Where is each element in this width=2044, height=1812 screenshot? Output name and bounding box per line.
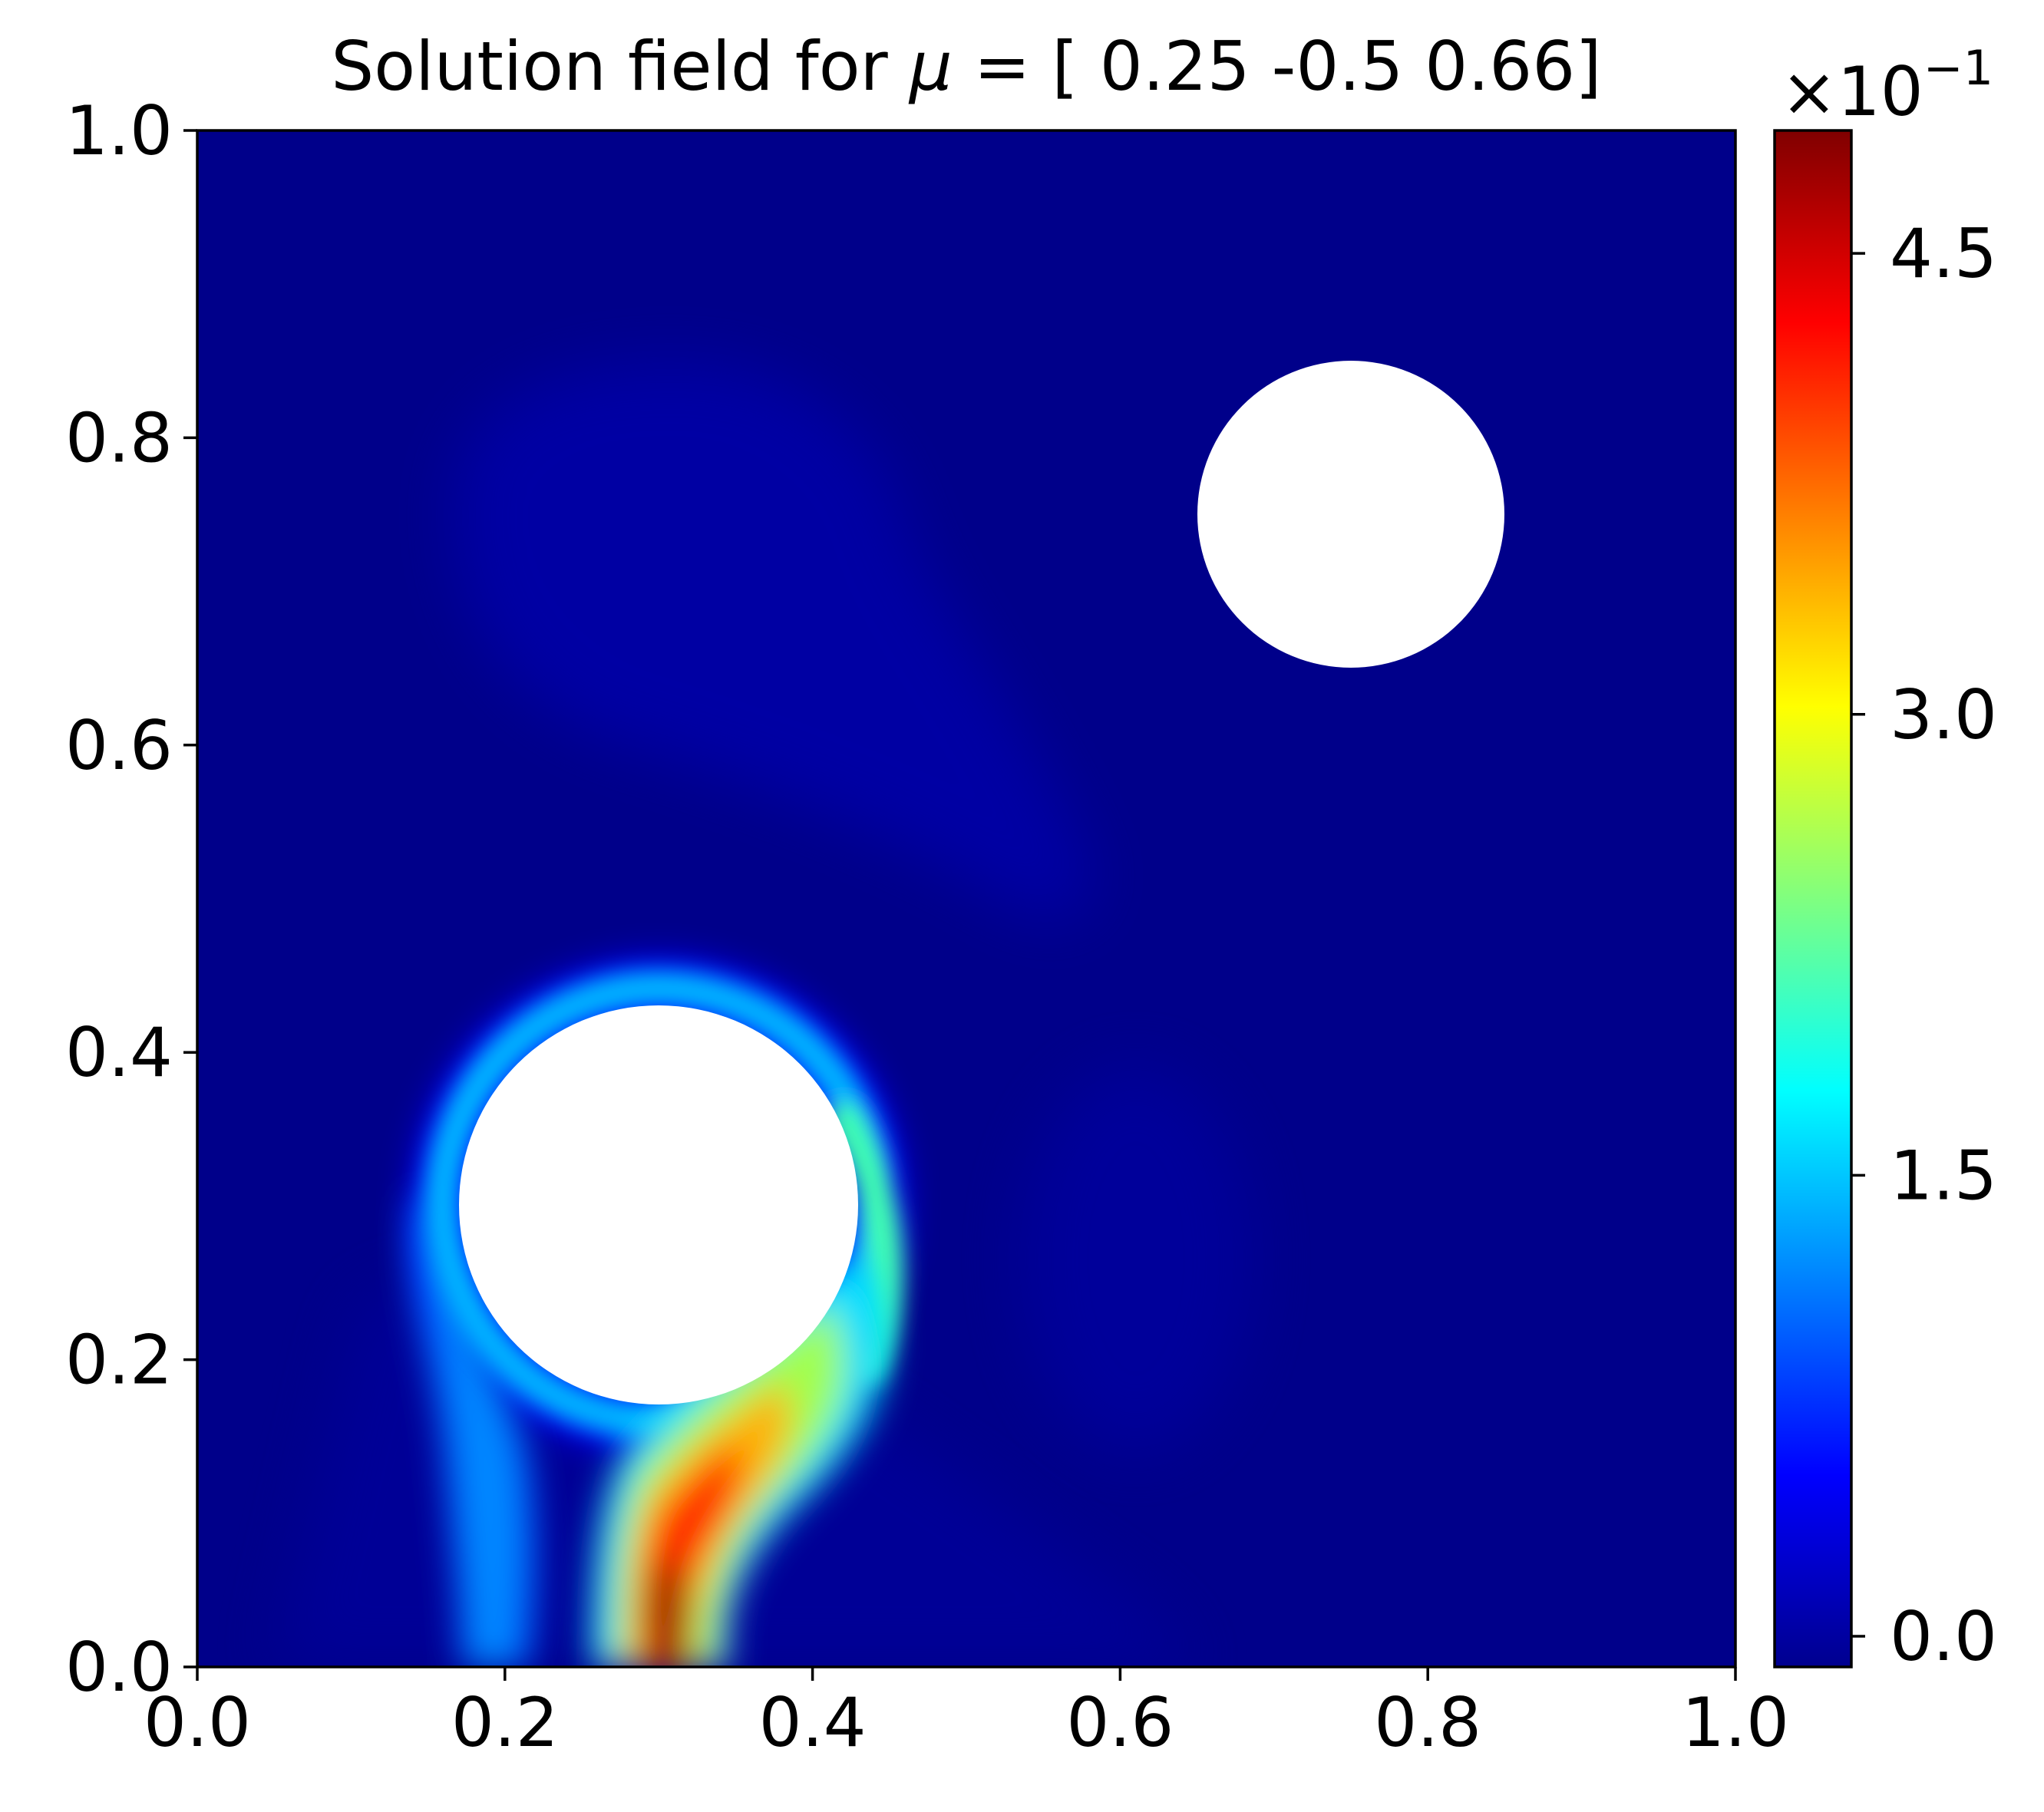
heatmap-field: [197, 130, 1735, 1667]
title-mu-symbol: μ: [908, 27, 953, 106]
x-tick-label: 1.0: [1682, 1683, 1789, 1762]
y-tick-label: 0.2: [65, 1321, 173, 1400]
colorbar-scale-prefix: ×10: [1781, 52, 1923, 131]
left-plume: [410, 1197, 537, 1667]
colorbar-tick-label: 4.5: [1890, 214, 1997, 293]
colorbar-tick-label: 3.0: [1890, 675, 1997, 754]
colorbar-tick-label: 0.0: [1890, 1597, 1997, 1676]
plot-frame: [196, 129, 1737, 1668]
y-tick-label: 0.4: [65, 1013, 173, 1092]
x-tick-label: 0.6: [1066, 1683, 1174, 1762]
obstacle-upper: [1197, 361, 1504, 668]
colorbar-frame: [1773, 129, 1853, 1668]
faint-right-blob: [1021, 1067, 1251, 1451]
faint-upper-wake: [453, 361, 1093, 919]
colorbar-scale-exponent: −1: [1923, 40, 1993, 96]
y-tick-label: 0.0: [65, 1628, 173, 1707]
x-tick-label: 0.8: [1374, 1683, 1481, 1762]
title-suffix: = [ 0.25 -0.5 0.66]: [953, 27, 1602, 106]
x-tick-label: 0.0: [144, 1683, 251, 1762]
x-axis: 0.0 0.2 0.4 0.6 0.8 1.0: [144, 1667, 1789, 1762]
colorbar-axis: 0.0 1.5 3.0 4.5: [1851, 214, 1997, 1676]
colorbar-scale-label: ×10−1: [1781, 40, 1993, 131]
title-prefix: Solution field for: [331, 27, 909, 106]
obstacle-lower: [459, 1005, 858, 1404]
y-tick-label: 0.8: [65, 398, 173, 477]
chart-title: Solution field for μ = [ 0.25 -0.5 0.66]: [331, 27, 1601, 106]
y-axis: 0.0 0.2 0.4 0.6 0.8 1.0: [65, 91, 197, 1707]
x-tick-label: 0.2: [451, 1683, 559, 1762]
y-tick-label: 0.6: [65, 706, 173, 785]
y-tick-label: 1.0: [65, 91, 173, 170]
x-tick-label: 0.4: [759, 1683, 867, 1762]
main-plume: [591, 1259, 887, 1667]
colorbar-tick-label: 1.5: [1890, 1136, 1997, 1215]
colorbar-gradient: [1775, 130, 1851, 1667]
